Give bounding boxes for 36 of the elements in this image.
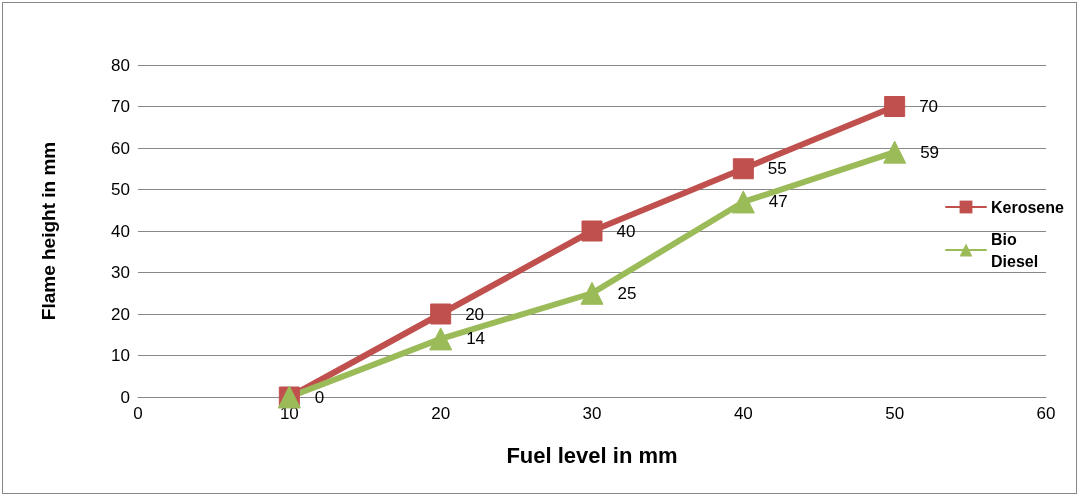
x-tick-label: 60 [1036,404,1056,423]
data-label: 59 [920,142,940,162]
data-label: 70 [919,97,939,116]
data-label: 0 [314,387,325,407]
data-label: 20 [465,304,485,324]
point [731,190,755,214]
x-tick-label: 50 [885,404,905,423]
y-axis-title: Flame height in mm [38,141,59,321]
point [732,158,754,180]
point [581,220,603,242]
point [430,303,452,325]
legend-label: Bio Diesel [991,230,1039,270]
point [883,140,907,164]
legend-label: Kerosene [991,198,1065,216]
y-tick-label: 0 [120,387,130,407]
y-tick-label: 60 [111,138,130,158]
y-tick-label: 40 [111,221,130,241]
data-label: 14 [466,329,486,349]
y-tick-label: 70 [111,97,130,116]
x-tick-label: 30 [582,404,602,423]
data-label: 47 [768,192,788,212]
x-tick-label: 0 [133,404,143,423]
point [884,96,906,117]
point [429,327,453,351]
y-tick-label: 30 [111,263,130,282]
data-label: 40 [616,221,636,241]
data-label: 55 [767,159,787,179]
x-tick-label: 20 [431,404,451,423]
y-tick-label: 20 [111,304,130,324]
x-axis-title: Fuel level in mm [506,442,678,468]
y-tick-label: 10 [111,346,130,365]
point [580,281,604,305]
y-tick-label: 80 [111,55,130,75]
data-label: 25 [617,283,637,303]
x-tick-label: 40 [733,404,753,423]
y-tick-label: 50 [111,180,130,199]
